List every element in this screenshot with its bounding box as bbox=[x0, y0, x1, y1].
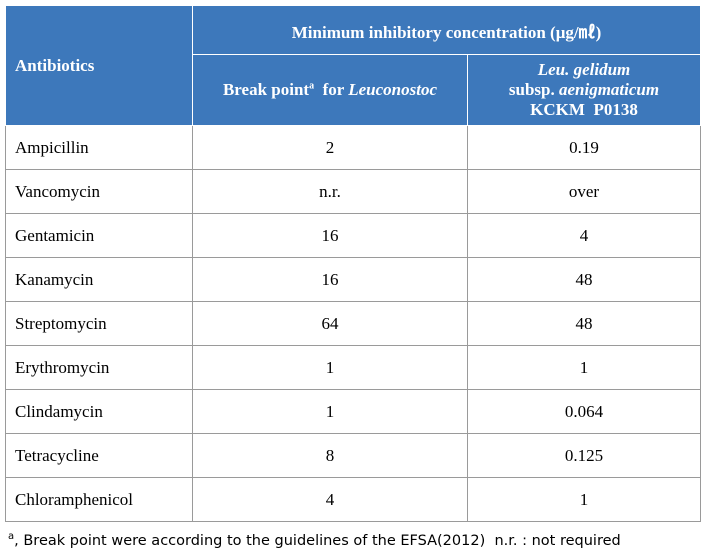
mic-value: 1 bbox=[467, 477, 701, 522]
mic-value: 48 bbox=[467, 257, 701, 302]
mic-value: 16 bbox=[192, 257, 468, 302]
mic-value: n.r. bbox=[192, 169, 468, 214]
header-text: Minimum inhibitory concentration (μg/㎖) bbox=[291, 22, 602, 42]
mic-value: 4 bbox=[467, 213, 701, 258]
table-row: Clindamycin 1 0.064 bbox=[5, 389, 701, 434]
header-text: Leuconostoc bbox=[348, 80, 438, 99]
mic-value: 0.125 bbox=[467, 433, 701, 478]
footnote-text: , Break point were according to the guid… bbox=[14, 532, 621, 549]
header-text: Break point bbox=[222, 80, 310, 99]
header-cell: Antibiotics bbox=[5, 5, 193, 126]
header-text: Antibiotics bbox=[15, 55, 95, 75]
table-row: Chloramphenicol 4 1 bbox=[5, 477, 701, 522]
antibiotic-name: Gentamicin bbox=[5, 213, 193, 258]
header-text: KCKM P0138 bbox=[530, 100, 638, 119]
antibiotic-name: Ampicillin bbox=[5, 125, 193, 170]
header-text: Leu. gelidum bbox=[537, 60, 631, 79]
antibiotic-name: Clindamycin bbox=[5, 389, 193, 434]
antibiotic-name: Vancomycin bbox=[5, 169, 193, 214]
superscript: a bbox=[8, 531, 15, 542]
mic-value: 2 bbox=[192, 125, 468, 170]
mic-table: Antibiotics Minimum inhibitory concentra… bbox=[5, 5, 701, 522]
mic-value: 0.064 bbox=[467, 389, 701, 434]
header-text: aenigmaticum bbox=[558, 80, 660, 99]
mic-value: 48 bbox=[467, 301, 701, 346]
header-cell: Leu. gelidum subsp. aenigmaticum KCKM P013… bbox=[467, 54, 701, 126]
table-row: Erythromycin 1 1 bbox=[5, 345, 701, 390]
table-row: Tetracycline 8 0.125 bbox=[5, 433, 701, 478]
footnote: a, Break point were according to the gui… bbox=[8, 531, 621, 549]
table-row: Vancomycin n.r. over bbox=[5, 169, 701, 214]
mic-value: over bbox=[467, 169, 701, 214]
table-row: Streptomycin 64 48 bbox=[5, 301, 701, 346]
mic-value: 1 bbox=[192, 345, 468, 390]
table-row: Gentamicin 16 4 bbox=[5, 213, 701, 258]
mic-value: 1 bbox=[192, 389, 468, 434]
antibiotic-name: Tetracycline bbox=[5, 433, 193, 478]
antibiotic-name: Erythromycin bbox=[5, 345, 193, 390]
superscript: a bbox=[309, 80, 315, 92]
mic-value: 64 bbox=[192, 301, 468, 346]
header-cell: Minimum inhibitory concentration (μg/㎖) bbox=[192, 5, 701, 55]
mic-value: 16 bbox=[192, 213, 468, 258]
mic-value: 8 bbox=[192, 433, 468, 478]
header-text: subsp. bbox=[508, 80, 559, 99]
header-cell: Break pointa for Leuconostoc bbox=[192, 54, 468, 126]
antibiotic-name: Chloramphenicol bbox=[5, 477, 193, 522]
header-text: for bbox=[314, 80, 349, 99]
antibiotic-name: Streptomycin bbox=[5, 301, 193, 346]
table-body: Ampicillin 2 0.19 Vancomycin n.r. over Gentami… bbox=[5, 125, 701, 522]
table-row: Kanamycin 16 48 bbox=[5, 257, 701, 302]
table-row: Ampicillin 2 0.19 bbox=[5, 125, 701, 170]
mic-value: 4 bbox=[192, 477, 468, 522]
mic-value: 0.19 bbox=[467, 125, 701, 170]
antibiotic-name: Kanamycin bbox=[5, 257, 193, 302]
mic-value: 1 bbox=[467, 345, 701, 390]
